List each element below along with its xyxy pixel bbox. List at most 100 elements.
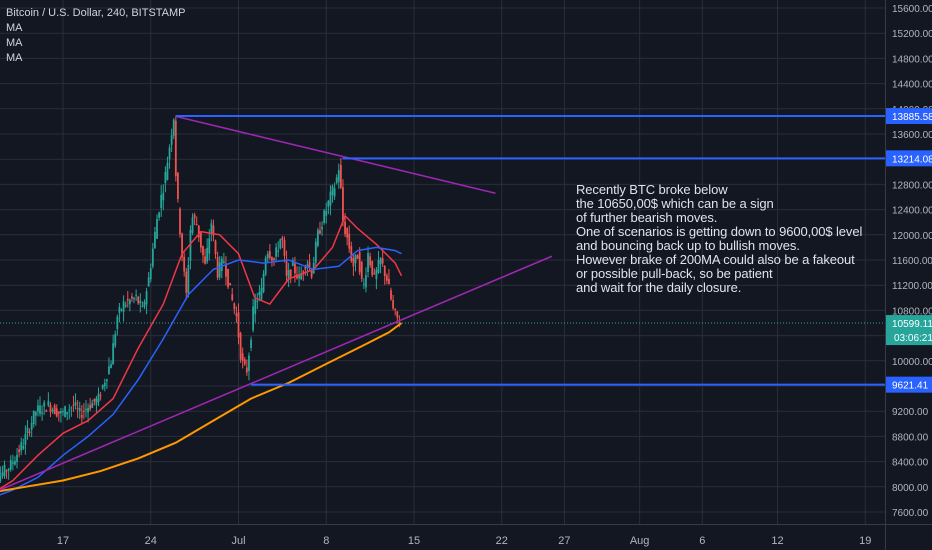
time-tick-label: 15 xyxy=(408,535,420,547)
candle-body xyxy=(392,300,395,309)
candle-body xyxy=(281,237,284,241)
price-tick-label: 8800.00 xyxy=(892,432,929,443)
price-tick-label: 8000.00 xyxy=(892,483,929,494)
candle-body xyxy=(248,355,250,371)
candle-body xyxy=(354,254,357,263)
candle-body xyxy=(51,409,54,411)
candle-body xyxy=(358,251,361,273)
candle-body xyxy=(346,228,349,238)
time-tick-label: 27 xyxy=(558,535,570,547)
candle-body xyxy=(360,261,363,279)
candle-body xyxy=(174,120,177,177)
price-tick-label: 15600.00 xyxy=(892,4,932,15)
candle-body xyxy=(319,230,321,234)
time-tick-label: 22 xyxy=(496,535,508,547)
note-line: One of scenarios is getting down to 9600… xyxy=(576,224,863,239)
candle-body xyxy=(277,250,280,252)
candle-body xyxy=(143,301,146,307)
candle-body xyxy=(302,271,305,273)
candle-body xyxy=(55,408,58,417)
candle-body xyxy=(101,385,104,389)
candle-body xyxy=(390,290,392,300)
candle-body xyxy=(41,412,44,414)
candle-body xyxy=(316,230,319,246)
candle-body xyxy=(185,271,188,293)
candle-body xyxy=(1,472,4,477)
time-axis: 17 24 Jul 8 15 22 27 Aug 6 12 19 xyxy=(57,535,872,547)
candle-body xyxy=(32,410,35,424)
time-tick-label: 8 xyxy=(323,535,329,547)
candle-body xyxy=(331,186,334,196)
time-tick-label: 24 xyxy=(145,535,157,547)
candle-body xyxy=(187,264,190,295)
ma-indicator-2[interactable]: MA xyxy=(6,37,23,49)
candle-body xyxy=(76,408,79,410)
symbol-title: Bitcoin / U.S. Dollar, 240, BITSTAMP xyxy=(6,7,186,19)
candle-body xyxy=(9,459,12,470)
candle-body xyxy=(369,256,372,266)
ma-indicator-3[interactable]: MA xyxy=(6,52,23,64)
candle-body xyxy=(145,291,148,305)
candle-body xyxy=(181,233,183,258)
candle-body xyxy=(151,248,154,267)
price-tick-label: 13600.00 xyxy=(892,130,932,141)
candle-body xyxy=(57,411,60,414)
candle-body xyxy=(377,260,380,273)
moving-average-fast xyxy=(0,214,403,490)
candle-body xyxy=(135,294,138,296)
candle-body xyxy=(258,291,261,296)
ma-indicator-1[interactable]: MA xyxy=(6,22,23,34)
candle-body xyxy=(239,333,242,360)
candle-body xyxy=(99,395,102,397)
candle-body xyxy=(335,177,338,183)
analysis-note[interactable]: Recently BTC broke below the 10650,00$ w… xyxy=(576,183,862,295)
candle-body xyxy=(11,462,14,464)
candle-body xyxy=(271,257,273,261)
price-tick-label: 11600.00 xyxy=(892,256,932,267)
candle-body xyxy=(7,468,10,471)
candle-body xyxy=(212,225,215,236)
note-line: of further bearish moves. xyxy=(576,210,718,225)
candle-body xyxy=(110,364,112,369)
candle-body xyxy=(141,305,144,307)
candle-body xyxy=(264,257,267,275)
candle-body xyxy=(170,135,173,145)
candle-body xyxy=(124,304,127,307)
candle-body xyxy=(118,306,121,313)
candle-body xyxy=(365,275,367,288)
time-tick-label: 6 xyxy=(699,535,705,547)
candle-body xyxy=(108,366,110,374)
candle-body xyxy=(30,423,33,430)
note-line: or possible pull-back, so be patient xyxy=(576,266,773,281)
candle-body xyxy=(103,382,106,387)
candle-body xyxy=(206,247,209,262)
price-tick-label: 10800.00 xyxy=(892,306,932,317)
candle-body xyxy=(300,273,303,280)
candle-body xyxy=(193,214,196,218)
candle-body xyxy=(333,188,336,197)
candle-body xyxy=(26,427,29,434)
candle-body xyxy=(214,240,217,255)
current-price-label: 10599.11 xyxy=(892,319,932,330)
candle-body xyxy=(179,208,181,235)
candle-body xyxy=(45,410,48,412)
time-tick-label: 19 xyxy=(859,535,871,547)
candle-body xyxy=(327,200,330,207)
candle-body xyxy=(162,192,165,201)
candle-body xyxy=(53,405,56,415)
candle-body xyxy=(308,261,311,268)
candle-body xyxy=(329,191,332,206)
candle-body xyxy=(164,171,167,184)
candle-body xyxy=(204,256,206,264)
candle-body xyxy=(235,313,238,316)
candle-body xyxy=(133,298,135,300)
candle-body xyxy=(285,259,288,276)
candle-body xyxy=(0,475,2,482)
candle-body xyxy=(18,449,21,453)
candle-body xyxy=(95,398,98,405)
note-line: However brake of 200MA could also be a f… xyxy=(576,252,855,267)
candle-body xyxy=(126,298,129,301)
candle-body xyxy=(283,240,286,256)
candle-body xyxy=(220,258,223,271)
